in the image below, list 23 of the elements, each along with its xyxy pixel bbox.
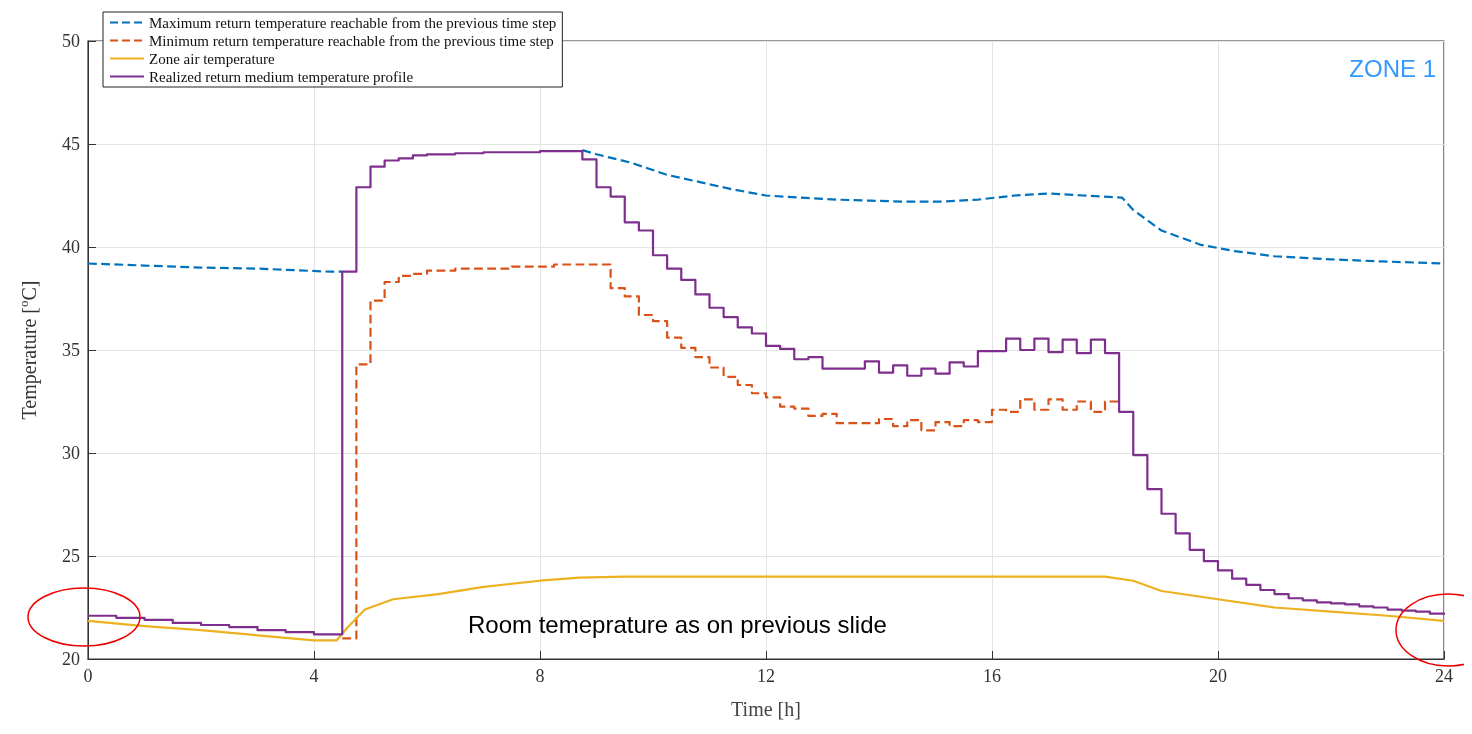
y-tick-label: 35 <box>62 340 80 360</box>
x-tick-label: 12 <box>757 666 775 686</box>
y-axis-title: Temperature [oC] <box>16 280 41 420</box>
x-tick-label: 20 <box>1209 666 1227 686</box>
annotation: Room temeprature as on previous slide <box>468 610 887 638</box>
legend-label: Realized return medium temperature profile <box>149 68 414 85</box>
y-tick-label: 30 <box>62 443 80 463</box>
y-tick-label: 25 <box>62 546 80 566</box>
line-series <box>86 575 1446 642</box>
legend-label: Zone air temperature <box>149 50 276 67</box>
y-tick-label: 40 <box>62 237 80 257</box>
x-tick-label: 4 <box>309 666 319 686</box>
x-tick-label: 16 <box>983 666 1001 686</box>
y-tick-label: 20 <box>62 649 80 669</box>
x-tick-label: 0 <box>83 666 93 686</box>
legend-label: Maximum return temperature reachable from the previous time step <box>149 14 557 31</box>
y-tick-label: 45 <box>62 134 80 154</box>
y-tick-label: 50 <box>62 31 80 51</box>
x-axis-title: Time [h] <box>731 698 801 720</box>
x-tick-label: 24 <box>1435 666 1453 686</box>
x-tick-label: 8 <box>535 666 545 686</box>
legend-label: Minimum return temperature reachable from the previous time step <box>149 32 554 49</box>
annotation: ZONE 1 <box>1349 54 1436 82</box>
